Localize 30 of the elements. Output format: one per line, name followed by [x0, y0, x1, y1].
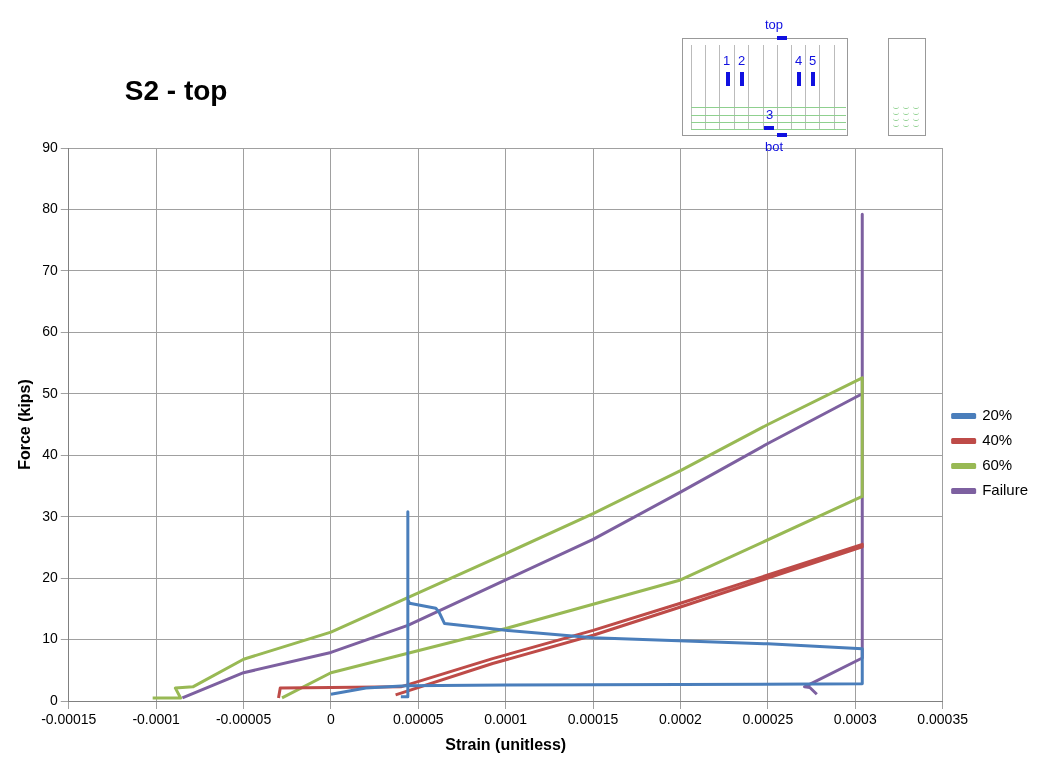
y-axis-title: Force (kips): [16, 379, 34, 470]
y-tick-label: 90: [42, 138, 58, 155]
y-tick-label: 0: [49, 691, 58, 708]
legend-label: 60%: [982, 456, 1013, 474]
x-tick-label: 0.00005: [393, 711, 444, 728]
x-tick-label: 0: [327, 711, 336, 728]
y-tick-label: 70: [42, 261, 58, 278]
y-tick-label: 10: [42, 630, 58, 647]
legend-label: Failure: [982, 481, 1029, 499]
x-tick-label: 0.00035: [917, 711, 969, 728]
x-axis-title: Strain (unitless): [445, 735, 567, 753]
x-tick-label: -0.00015: [41, 711, 97, 728]
sensor-layout-diagram: top 1 2 4 5 3 bot: [672, 14, 932, 154]
y-tick-label: 50: [42, 384, 58, 401]
x-tick-label: -0.00005: [215, 711, 272, 728]
y-tick-label: 20: [42, 568, 58, 585]
x-tick-label: 0.00025: [742, 711, 794, 728]
y-tick-label: 30: [42, 507, 58, 524]
y-tick-label: 80: [42, 200, 58, 217]
x-tick-label: 0.0002: [659, 711, 703, 728]
legend-label: 40%: [982, 431, 1013, 449]
x-tick-label: 0.00015: [567, 711, 619, 728]
annotation: bot: [765, 139, 784, 154]
x-tick-label: 0.0003: [833, 711, 877, 728]
legend-label: 20%: [982, 406, 1013, 424]
y-tick-label: 60: [42, 323, 58, 340]
y-tick-label: 40: [42, 446, 58, 463]
chart-title: S2 - top: [124, 74, 228, 106]
x-tick-label: -0.0001: [132, 711, 181, 728]
x-tick-label: 0.0001: [484, 711, 528, 728]
